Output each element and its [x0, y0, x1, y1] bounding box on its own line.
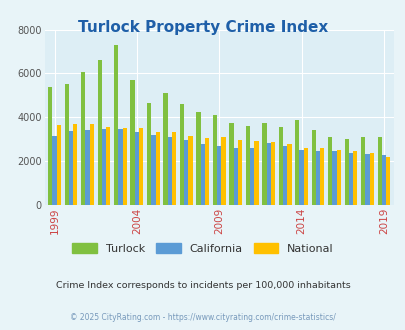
Bar — [270, 142, 275, 205]
Bar — [97, 60, 102, 205]
Bar — [155, 132, 160, 205]
Bar — [139, 128, 143, 205]
Bar — [369, 153, 373, 205]
Bar — [377, 137, 381, 205]
Bar — [102, 129, 106, 205]
Bar — [287, 145, 291, 205]
Bar — [364, 154, 369, 205]
Bar — [332, 151, 336, 205]
Bar — [217, 146, 221, 205]
Text: Crime Index corresponds to incidents per 100,000 inhabitants: Crime Index corresponds to incidents per… — [55, 281, 350, 290]
Bar — [147, 103, 151, 205]
Bar — [294, 120, 299, 205]
Bar — [172, 132, 176, 205]
Bar — [90, 124, 94, 205]
Bar — [237, 140, 241, 205]
Legend: Turlock, California, National: Turlock, California, National — [68, 238, 337, 258]
Bar — [73, 124, 77, 205]
Bar — [266, 143, 270, 205]
Bar — [151, 135, 155, 205]
Bar — [352, 151, 356, 205]
Bar — [114, 45, 118, 205]
Bar — [344, 139, 348, 205]
Bar — [69, 131, 73, 205]
Bar — [106, 127, 110, 205]
Bar — [249, 148, 254, 205]
Bar — [311, 130, 315, 205]
Bar — [303, 148, 307, 205]
Bar — [299, 150, 303, 205]
Bar — [233, 148, 237, 205]
Bar — [48, 86, 52, 205]
Bar — [122, 128, 126, 205]
Bar — [254, 141, 258, 205]
Bar — [188, 136, 192, 205]
Bar — [163, 93, 167, 205]
Bar — [245, 126, 249, 205]
Bar — [179, 104, 184, 205]
Bar — [348, 153, 352, 205]
Bar — [221, 137, 225, 205]
Bar — [360, 137, 364, 205]
Bar — [229, 123, 233, 205]
Bar — [336, 150, 340, 205]
Bar — [167, 137, 172, 205]
Bar — [262, 123, 266, 205]
Bar — [385, 156, 389, 205]
Bar — [200, 145, 205, 205]
Bar — [64, 84, 69, 205]
Bar — [205, 138, 209, 205]
Bar — [184, 140, 188, 205]
Bar — [85, 130, 90, 205]
Bar — [134, 132, 139, 205]
Bar — [212, 115, 217, 205]
Bar — [282, 146, 287, 205]
Text: Turlock Property Crime Index: Turlock Property Crime Index — [78, 20, 327, 35]
Bar — [52, 136, 57, 205]
Bar — [320, 148, 324, 205]
Bar — [81, 72, 85, 205]
Text: © 2025 CityRating.com - https://www.cityrating.com/crime-statistics/: © 2025 CityRating.com - https://www.city… — [70, 313, 335, 322]
Bar — [327, 137, 332, 205]
Bar — [57, 125, 61, 205]
Bar — [196, 112, 200, 205]
Bar — [118, 129, 122, 205]
Bar — [130, 80, 134, 205]
Bar — [278, 127, 282, 205]
Bar — [381, 155, 385, 205]
Bar — [315, 151, 320, 205]
